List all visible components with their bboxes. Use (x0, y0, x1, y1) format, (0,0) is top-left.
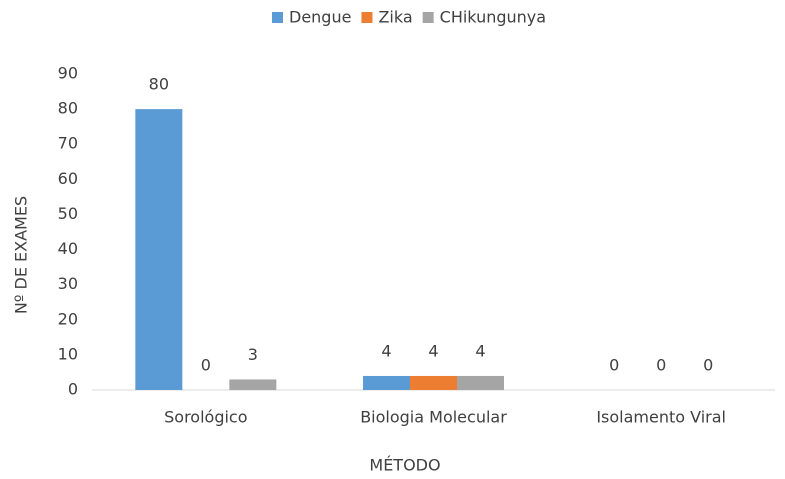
data-label: 0 (656, 356, 666, 375)
y-tick-label: 60 (58, 169, 78, 188)
legend-swatch (272, 12, 283, 23)
data-label: 4 (475, 341, 485, 360)
x-axis-label: MÉTODO (369, 456, 440, 475)
y-tick-label: 50 (58, 204, 78, 223)
y-tick-label: 40 (58, 239, 78, 258)
data-label: 4 (428, 341, 438, 360)
y-tick-label: 30 (58, 274, 78, 293)
data-label: 0 (609, 356, 619, 375)
legend-label: Zika (378, 8, 412, 27)
y-tick-label: 70 (58, 134, 78, 153)
legend-swatch (361, 12, 373, 23)
legend-swatch (422, 12, 434, 23)
x-tick-label: Sorológico (164, 408, 247, 427)
bar (229, 379, 277, 390)
bar (410, 375, 457, 390)
y-tick-label: 80 (58, 99, 78, 118)
y-tick-label: 20 (58, 309, 78, 328)
data-label: 80 (149, 75, 169, 94)
y-axis-label: Nº DE EXAMES (12, 196, 31, 314)
bar (457, 375, 504, 390)
bar (135, 109, 183, 390)
legend-label: CHikungunya (440, 8, 546, 27)
data-label: 0 (201, 356, 211, 375)
data-label: 0 (703, 356, 713, 375)
x-tick-label: Biologia Molecular (360, 408, 507, 427)
bar (363, 375, 410, 390)
data-label: 3 (248, 345, 258, 364)
x-tick-label: Isolamento Viral (596, 408, 726, 427)
legend-label: Dengue (289, 8, 351, 27)
y-tick-label: 90 (58, 64, 78, 83)
y-tick-label: 0 (68, 380, 78, 399)
data-label: 4 (381, 341, 391, 360)
y-tick-label: 10 (58, 344, 78, 363)
